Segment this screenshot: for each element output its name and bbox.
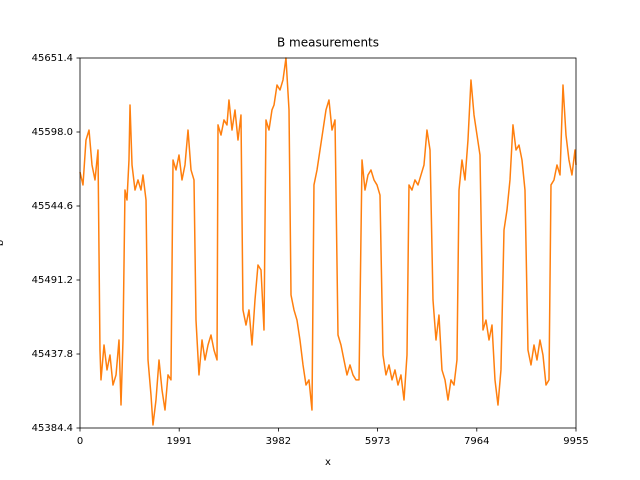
data-line <box>79 57 577 426</box>
y-tick-label: 45651.4 <box>32 53 73 64</box>
y-tick-label: 45544.6 <box>32 201 73 212</box>
y-tick-label: 45491.2 <box>32 275 73 286</box>
x-tick-label: 3982 <box>266 436 291 447</box>
x-tick-label: 7964 <box>464 436 489 447</box>
x-tick-label: 1991 <box>166 436 191 447</box>
x-tick-label: 5973 <box>365 436 390 447</box>
x-axis-label: x <box>325 457 331 468</box>
y-axis-label: b <box>0 240 6 246</box>
chart-title: B measurements <box>277 36 379 50</box>
x-tick-label: 9955 <box>563 436 588 447</box>
y-tick-label: 45598.0 <box>32 127 73 138</box>
plot-frame <box>79 57 577 429</box>
y-tick-label: 45437.8 <box>32 349 73 360</box>
y-tick-label: 45384.4 <box>32 423 73 434</box>
x-tick-label: 0 <box>77 436 83 447</box>
